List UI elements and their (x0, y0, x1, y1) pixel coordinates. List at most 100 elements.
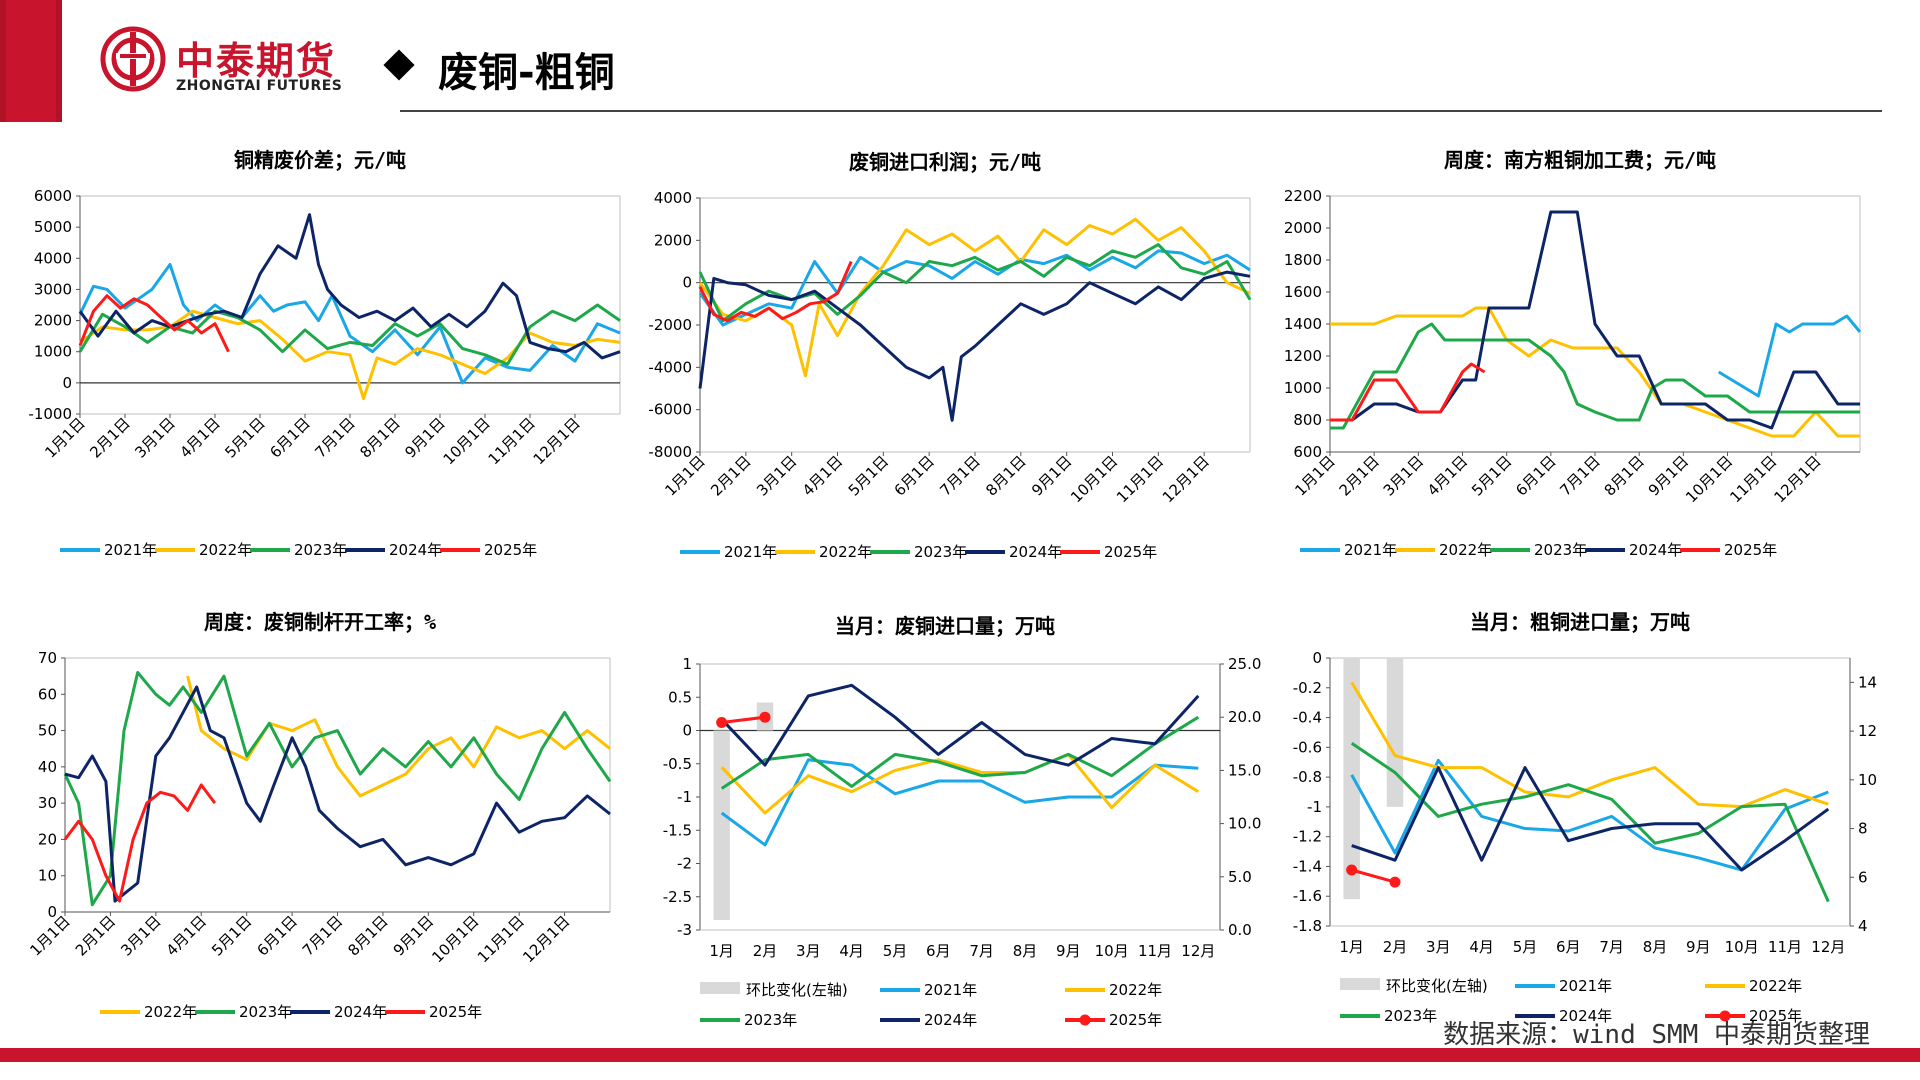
x-tick-label: 4月1日 (1424, 452, 1471, 499)
y-tick-label: 4000 (34, 249, 72, 267)
x-tick-label: 4月1日 (163, 912, 210, 959)
brand-side-bar (0, 0, 62, 122)
y-tick-label: -2.5 (663, 888, 692, 906)
legend-label: 环比变化(左轴) (746, 981, 848, 999)
x-tick-label: 4月 (839, 942, 864, 960)
series-line-2025 (721, 715, 766, 724)
x-tick-label: 6月1日 (1512, 452, 1559, 499)
series-line-2025 (63, 783, 217, 903)
legend-label: 2022年 (819, 543, 872, 561)
legend-label: 2025年 (429, 1003, 482, 1021)
chart-scrap-import-profit: 废铜进口利润；元/吨 -8000 -6000 -4000 -2000 0 2000 4000… (630, 140, 1260, 580)
x-tick-label: 9月 (1056, 942, 1081, 960)
series-line-2024 (720, 683, 1200, 767)
x-tick-label: 11月1日 (1113, 452, 1167, 506)
y-tick-label: 5000 (34, 218, 72, 236)
y-tick-label: 1 (682, 655, 692, 673)
legend-label: 2023年 (914, 543, 967, 561)
x-tick-label: 8月1日 (356, 414, 403, 461)
x-tick-label: 11月 (1768, 938, 1802, 956)
chart-plot-svg: -1.8 -1.6 -1.4 -1.2 -1 -0.8 -0.6 -0.4 -0.2 0 4 6 8 10… (1293, 649, 1877, 1025)
x-tick-label: 7月 (1599, 938, 1624, 956)
y-right-tick-label: 4 (1858, 917, 1868, 935)
mom-change-bar (713, 730, 730, 921)
y-tick-label: -4000 (648, 358, 692, 376)
y-tick-label: 0 (62, 374, 72, 392)
x-tick-label: 4月1日 (799, 452, 846, 499)
series-line-2022 (1350, 681, 1829, 809)
x-tick-label: 11月 (1138, 942, 1172, 960)
y-tick-label: -1.6 (1293, 887, 1322, 905)
legend-swatch-bar (1340, 978, 1380, 990)
y-tick-label: 1000 (1284, 379, 1322, 397)
x-tick-label: 5月 (883, 942, 908, 960)
legend-label: 2023年 (239, 1003, 292, 1021)
y-right-tick-label: 25.0 (1228, 655, 1261, 673)
y-tick-label: 0 (682, 722, 692, 740)
y-tick-label: 1800 (1284, 251, 1322, 269)
y-tick-label: 2000 (34, 312, 72, 330)
x-tick-label: 7月1日 (311, 414, 358, 461)
chart-title: 当月：废铜进口量；万吨 (835, 614, 1055, 638)
legend-label: 2025年 (1104, 543, 1157, 561)
title-divider (400, 110, 1882, 112)
y-tick-label: 0 (682, 274, 692, 292)
x-tick-label: 2月 (753, 942, 778, 960)
x-tick-label: 2月1日 (1336, 452, 1383, 499)
x-tick-label: 10月1日 (1682, 452, 1736, 506)
series-line-2024 (78, 213, 621, 360)
x-tick-label: 12月 (1181, 942, 1215, 960)
y-tick-label: -2 (677, 855, 692, 873)
x-tick-label: 6月1日 (891, 452, 938, 499)
x-tick-label: 5月1日 (208, 912, 255, 959)
series-point-2025 (1346, 864, 1358, 876)
x-tick-label: 9月 (1686, 938, 1711, 956)
x-tick-label: 12月1日 (530, 414, 584, 468)
y-tick-label: 1200 (1284, 347, 1322, 365)
chart-plot-svg: 0102030405060701月1日2月1日3月1日4月1日5月1日6月1日7… (26, 649, 612, 1021)
series-line-2024 (1330, 210, 1860, 430)
x-tick-label: 7月1日 (1556, 452, 1603, 499)
series-line-2021 (1350, 758, 1829, 872)
series-line-2024 (1351, 766, 1830, 872)
legend-label: 2024年 (924, 1011, 977, 1029)
series-point-2025 (1389, 876, 1401, 888)
x-tick-label: 7月 (969, 942, 994, 960)
series-line-2025 (78, 294, 230, 353)
x-tick-label: 10月 (1725, 938, 1759, 956)
y-tick-label: 0 (47, 903, 57, 921)
x-tick-label: 7月1日 (936, 452, 983, 499)
data-source-note: 数据来源：wind SMM 中泰期货整理 (1443, 1020, 1870, 1050)
series-line-2024 (698, 270, 1251, 422)
legend-label: 2021年 (104, 541, 157, 559)
y-tick-label: 0 (1312, 649, 1322, 667)
series-line-2021 (720, 758, 1199, 847)
y-tick-label: 2000 (1284, 219, 1322, 237)
x-tick-label: 8月 (1643, 938, 1668, 956)
x-tick-label: 10月 (1095, 942, 1129, 960)
y-tick-label: -0.2 (1293, 679, 1322, 697)
y-tick-label: -1.2 (1293, 828, 1322, 846)
series-line-2022 (720, 752, 1200, 815)
diamond-bullet-icon (383, 49, 415, 81)
x-tick-label: 4月 (1469, 938, 1494, 956)
y-tick-label: 30 (38, 794, 57, 812)
legend-label: 2022年 (199, 541, 252, 559)
x-tick-label: 2月1日 (707, 452, 754, 499)
y-right-tick-label: 14 (1858, 673, 1877, 691)
y-tick-label: -1 (677, 788, 692, 806)
y-right-tick-label: 10 (1858, 771, 1877, 789)
legend-label: 2021年 (924, 981, 977, 999)
x-tick-label: 12月1日 (1159, 452, 1213, 506)
series-line-2022 (186, 675, 611, 798)
logo-english-name: ZHONGTAI FUTURES (176, 78, 343, 94)
y-tick-label: -8000 (648, 443, 692, 461)
x-tick-label: 3月 (796, 942, 821, 960)
legend-label: 2024年 (1559, 1007, 1612, 1025)
y-right-tick-label: 8 (1858, 820, 1868, 838)
series-line-2025 (1351, 868, 1396, 884)
x-tick-label: 10月1日 (428, 912, 482, 966)
legend-marker (1719, 1010, 1731, 1022)
y-tick-label: 2000 (654, 231, 692, 249)
y-tick-label: -3 (677, 921, 692, 939)
